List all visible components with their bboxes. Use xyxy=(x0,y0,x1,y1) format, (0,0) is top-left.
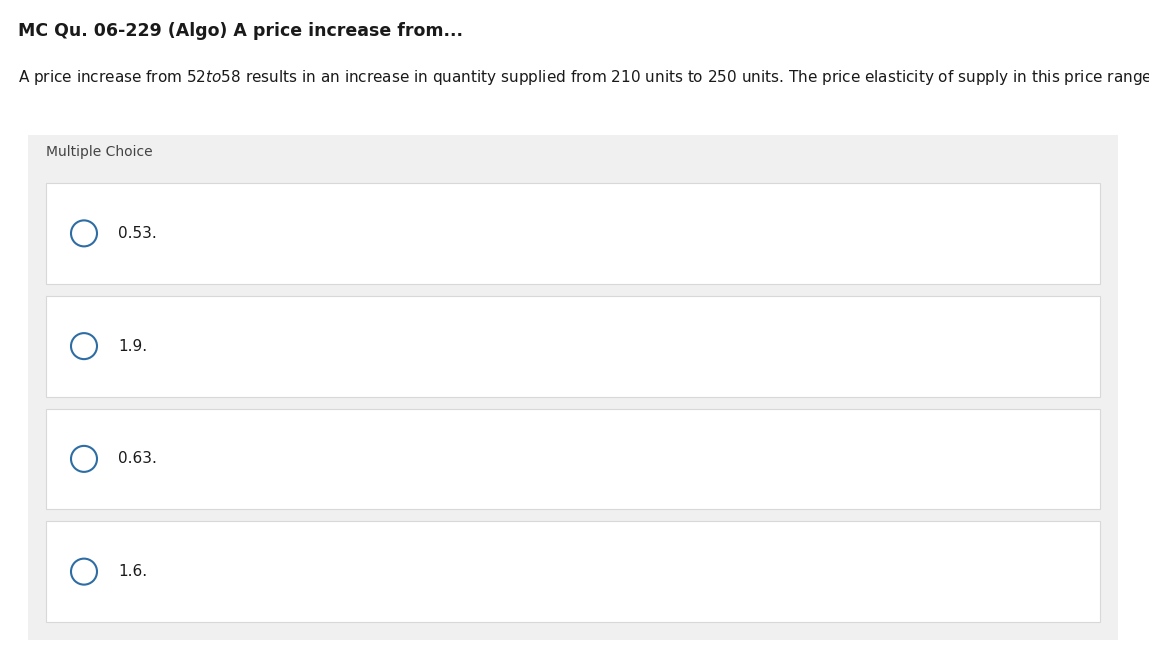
FancyBboxPatch shape xyxy=(46,409,1100,509)
Text: Multiple Choice: Multiple Choice xyxy=(46,145,153,159)
Text: 0.53.: 0.53. xyxy=(118,226,156,241)
Ellipse shape xyxy=(71,333,97,359)
Text: A price increase from $52 to $58 results in an increase in quantity supplied fro: A price increase from $52 to $58 results… xyxy=(18,68,1149,87)
Text: 1.9.: 1.9. xyxy=(118,339,147,354)
FancyBboxPatch shape xyxy=(46,296,1100,396)
Text: 1.6.: 1.6. xyxy=(118,564,147,579)
Ellipse shape xyxy=(71,220,97,246)
Text: MC Qu. 06-229 (Algo) A price increase from...: MC Qu. 06-229 (Algo) A price increase fr… xyxy=(18,22,463,40)
FancyBboxPatch shape xyxy=(46,521,1100,622)
FancyBboxPatch shape xyxy=(28,135,1118,640)
Ellipse shape xyxy=(71,446,97,472)
Text: 0.63.: 0.63. xyxy=(118,451,157,466)
FancyBboxPatch shape xyxy=(46,183,1100,284)
Ellipse shape xyxy=(71,559,97,585)
